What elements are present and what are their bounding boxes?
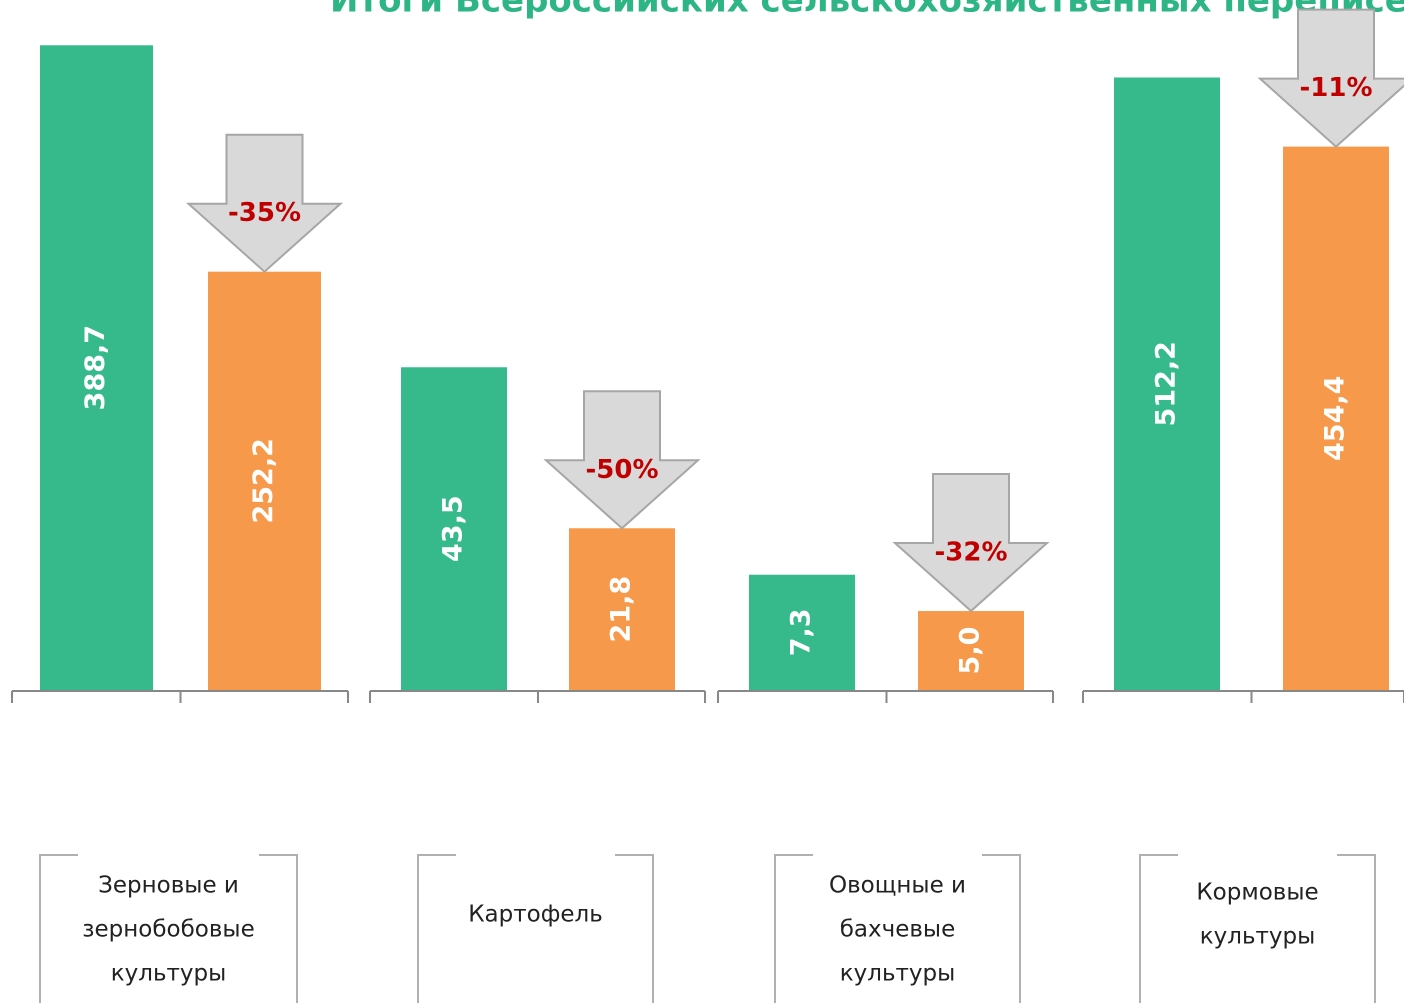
value-label: 388,7	[80, 325, 111, 410]
chart: Итоги Всероссийских сельскохозяйственных…	[0, 0, 1404, 1003]
category-label: культуры	[111, 961, 227, 987]
value-label: 43,5	[438, 495, 469, 562]
value-label: 7,3	[786, 608, 817, 656]
value-label: 5,0	[955, 627, 986, 675]
category-label: зернобобовые	[82, 917, 254, 943]
change-label: -50%	[585, 455, 658, 485]
category-label: Овощные и	[829, 873, 966, 899]
change-label: -32%	[934, 538, 1007, 568]
category-label: культуры	[1200, 924, 1316, 950]
chart-title: Итоги Всероссийских сельскохозяйственных…	[330, 0, 1404, 21]
value-label: 454,4	[1320, 376, 1351, 461]
category-label: Зерновые и	[98, 873, 239, 899]
change-label: -11%	[1299, 73, 1372, 103]
category-label: культуры	[840, 961, 956, 987]
category-label: бахчевые	[840, 917, 956, 943]
category-label: Кормовые	[1196, 880, 1318, 906]
value-label: 512,2	[1151, 341, 1182, 426]
value-label: 21,8	[606, 576, 637, 643]
change-label: -35%	[228, 198, 301, 228]
label-box-body	[418, 855, 653, 1003]
value-label: 252,2	[248, 438, 279, 523]
label-box	[418, 855, 653, 1003]
category-label: Картофель	[468, 902, 603, 928]
